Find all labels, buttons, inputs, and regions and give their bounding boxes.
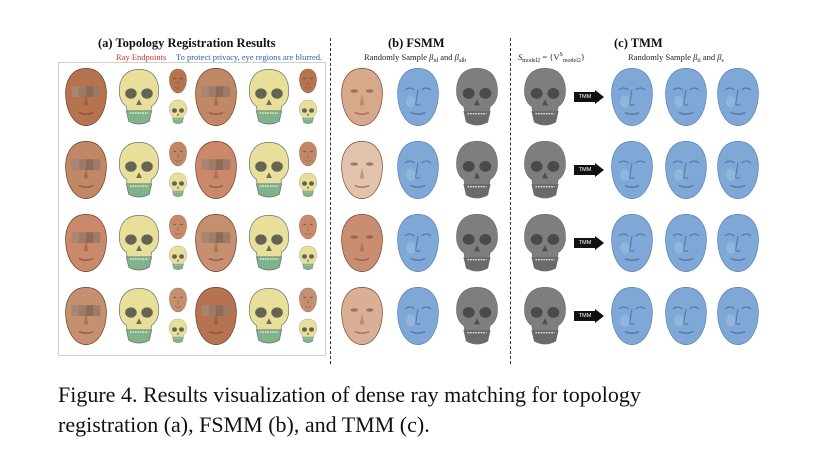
ray-endpoint-thumb-c-top-3: [298, 212, 318, 242]
panel-b-title: (b) FSMM: [388, 36, 445, 50]
fsmm-texture-face-2: [338, 139, 386, 201]
registration-skull-1: [116, 66, 162, 128]
fsmm-texture-face-1: [338, 66, 386, 128]
registration-face-b-4: [192, 285, 240, 347]
registration-skull-b-3: [246, 212, 292, 274]
fsmm-texture-face-4: [338, 285, 386, 347]
model-formula: Smodel2 = {VSmodel2}: [518, 52, 585, 64]
registration-skull-b-2: [246, 139, 292, 201]
tmm-output-face-c-4: [714, 285, 762, 347]
registration-face-b-1: [192, 66, 240, 128]
ray-endpoint-thumb-c-bottom-3: [298, 244, 318, 272]
registration-face-b-3: [192, 212, 240, 274]
registration-face-b-2: [192, 139, 240, 201]
figure-caption: Figure 4. Results visualization of dense…: [58, 380, 778, 440]
registration-face-2: [62, 139, 110, 201]
ray-endpoint-thumb-bottom-1: [168, 98, 188, 126]
divider-a-b: [330, 38, 331, 364]
ray-endpoint-thumb-c-bottom-1: [298, 98, 318, 126]
divider-b-c: [510, 38, 511, 364]
tmm-output-face-c-2: [714, 139, 762, 201]
registration-skull-4: [116, 285, 162, 347]
ray-endpoint-thumb-top-1: [168, 66, 188, 96]
tmm-input-skull-2: [520, 139, 570, 201]
fsmm-skull-2: [452, 139, 502, 201]
fsmm-shape-face-3: [394, 212, 442, 274]
tmm-input-skull-4: [520, 285, 570, 347]
tmm-input-skull-1: [520, 66, 570, 128]
tmm-output-face-a-4: [608, 285, 656, 347]
tmm-output-face-c-1: [714, 66, 762, 128]
fsmm-skull-1: [452, 66, 502, 128]
tmm-output-face-a-2: [608, 139, 656, 201]
ray-endpoint-thumb-bottom-4: [168, 317, 188, 345]
ray-endpoints-label: Ray Endpoints: [116, 52, 167, 62]
ray-endpoint-thumb-c-top-2: [298, 139, 318, 169]
fsmm-shape-face-2: [394, 139, 442, 201]
ray-endpoint-thumb-c-top-4: [298, 285, 318, 315]
tmm-arrow-4: TMM: [574, 309, 604, 323]
tmm-arrow-2: TMM: [574, 163, 604, 177]
ray-endpoint-thumb-top-3: [168, 212, 188, 242]
registration-skull-3: [116, 212, 162, 274]
fsmm-skull-4: [452, 285, 502, 347]
fsmm-texture-face-3: [338, 212, 386, 274]
registration-face-3: [62, 212, 110, 274]
tmm-arrow-3: TMM: [574, 236, 604, 250]
ray-endpoint-thumb-top-4: [168, 285, 188, 315]
tmm-arrow-1: TMM: [574, 90, 604, 104]
registration-face-4: [62, 285, 110, 347]
registration-face-1: [62, 66, 110, 128]
fsmm-skull-3: [452, 212, 502, 274]
tmm-input-skull-3: [520, 212, 570, 274]
figure-4: (a) Topology Registration Results Ray En…: [58, 32, 765, 364]
registration-skull-2: [116, 139, 162, 201]
panel-a-title: (a) Topology Registration Results: [98, 36, 276, 50]
panel-b-subtitle: Randomly Sample βid and βalb: [364, 52, 467, 64]
registration-skull-b-4: [246, 285, 292, 347]
tmm-output-face-a-1: [608, 66, 656, 128]
ray-endpoint-thumb-bottom-2: [168, 171, 188, 199]
tmm-output-face-b-2: [662, 139, 710, 201]
privacy-note: To protect privacy, eye regions are blur…: [176, 52, 323, 62]
ray-endpoint-thumb-c-bottom-4: [298, 317, 318, 345]
panel-c-title: (c) TMM: [614, 36, 663, 50]
ray-endpoint-thumb-c-top-1: [298, 66, 318, 96]
ray-endpoint-thumb-bottom-3: [168, 244, 188, 272]
tmm-output-face-a-3: [608, 212, 656, 274]
registration-skull-b-1: [246, 66, 292, 128]
caption-line-2: registration (a), FSMM (b), and TMM (c).: [58, 412, 430, 437]
fsmm-shape-face-1: [394, 66, 442, 128]
fsmm-shape-face-4: [394, 285, 442, 347]
tmm-output-face-b-4: [662, 285, 710, 347]
caption-line-1: Figure 4. Results visualization of dense…: [58, 382, 641, 407]
panel-c-subtitle: Randomly Sample βti and βs: [628, 52, 724, 64]
tmm-output-face-b-1: [662, 66, 710, 128]
ray-endpoint-thumb-top-2: [168, 139, 188, 169]
tmm-output-face-c-3: [714, 212, 762, 274]
ray-endpoint-thumb-c-bottom-2: [298, 171, 318, 199]
tmm-output-face-b-3: [662, 212, 710, 274]
panel-a-grid: [58, 62, 326, 356]
